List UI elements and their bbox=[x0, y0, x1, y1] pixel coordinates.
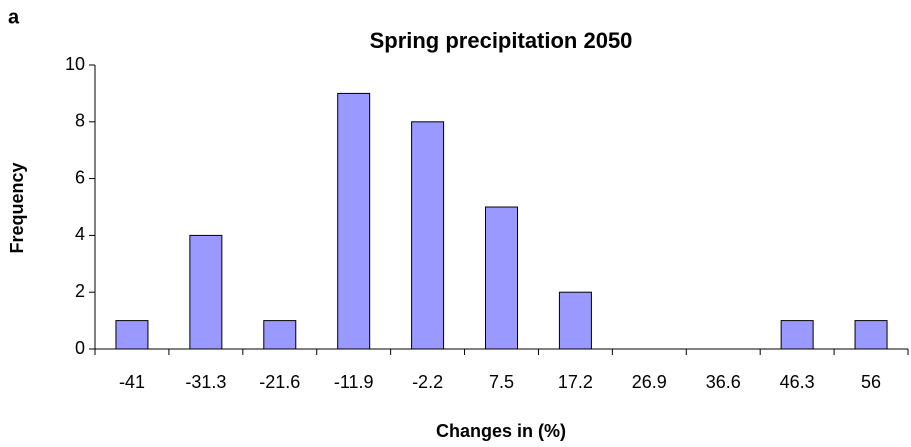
y-axis-label: Frequency bbox=[7, 162, 27, 253]
y-tick-label: 4 bbox=[75, 224, 85, 244]
x-tick-label: -2.2 bbox=[412, 372, 443, 392]
y-tick-label: 10 bbox=[65, 54, 85, 74]
x-tick-label: 56 bbox=[861, 372, 881, 392]
panel-label: a bbox=[8, 6, 20, 28]
x-axis-label: Changes in (%) bbox=[436, 421, 566, 441]
x-tick-label: -41 bbox=[119, 372, 145, 392]
bar bbox=[115, 320, 149, 350]
bar bbox=[485, 206, 518, 350]
bar bbox=[558, 291, 592, 350]
x-tick-label: 7.5 bbox=[489, 372, 514, 392]
x-tick-label: -21.6 bbox=[259, 372, 300, 392]
bar bbox=[780, 320, 814, 350]
x-tick-label: 36.6 bbox=[706, 372, 741, 392]
bar bbox=[337, 92, 371, 350]
y-tick-label: 2 bbox=[75, 281, 85, 301]
x-tick-label: -11.9 bbox=[334, 372, 374, 392]
bar bbox=[854, 320, 888, 350]
x-tick-label: 46.3 bbox=[780, 372, 815, 392]
bar bbox=[263, 320, 297, 350]
y-tick-label: 0 bbox=[75, 338, 85, 358]
y-tick-label: 6 bbox=[75, 167, 85, 187]
bar bbox=[189, 234, 223, 350]
x-tick-label: 17.2 bbox=[558, 372, 593, 392]
bar bbox=[411, 121, 445, 350]
x-tick-label: -31.3 bbox=[185, 372, 226, 392]
chart-title: Spring precipitation 2050 bbox=[370, 28, 633, 53]
y-tick-label: 8 bbox=[75, 111, 85, 131]
x-tick-label: 26.9 bbox=[632, 372, 667, 392]
